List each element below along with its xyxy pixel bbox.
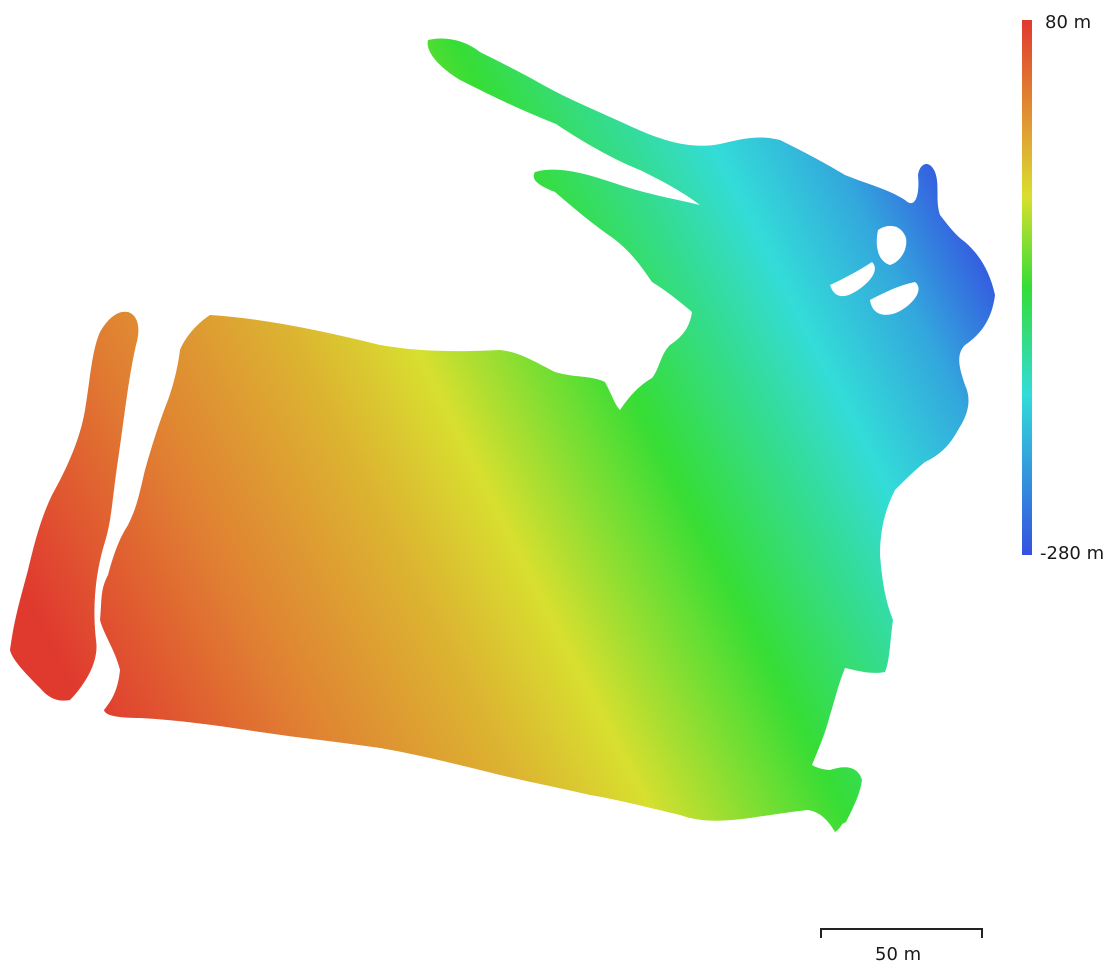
scale-bar	[820, 928, 983, 940]
inlet-east	[830, 262, 875, 297]
islet-southeast	[802, 767, 862, 825]
legend-min-label: -280 m	[1040, 543, 1105, 564]
lake-east	[876, 225, 907, 265]
island-strip	[10, 311, 139, 701]
scale-bar-label: 50 m	[875, 944, 922, 965]
survey-area	[100, 38, 995, 832]
inlet-east-lower	[870, 282, 919, 315]
elevation-legend-bar	[1022, 20, 1032, 555]
legend-max-label: 80 m	[1045, 12, 1092, 33]
